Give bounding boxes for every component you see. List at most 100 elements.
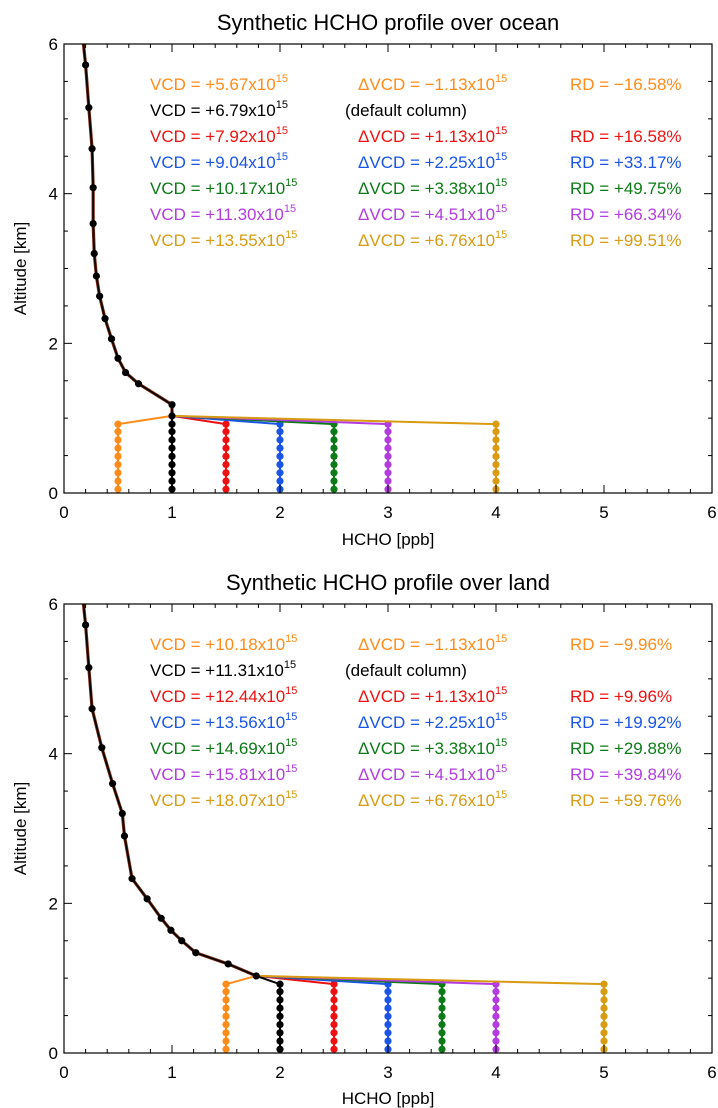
series-6-point-7	[600, 988, 608, 996]
series-3-point-4	[384, 1012, 392, 1020]
series-4-point-2	[438, 1029, 446, 1037]
series-0-link-line	[225, 974, 257, 986]
annotation-vcd-6: VCD = +18.07x1015	[150, 789, 297, 810]
series-5-point-3	[492, 1020, 500, 1029]
series-4-point-5	[330, 444, 338, 452]
annotation-vcd-exponent: 15	[276, 73, 288, 85]
annotation-dvcd-0: ΔVCD = −1.13x1015	[358, 73, 507, 94]
series-1-point-7	[168, 428, 176, 436]
upper-profile-point-11	[167, 926, 175, 934]
series-5-point-6	[492, 996, 500, 1004]
series-1-point-6	[168, 436, 176, 444]
series-5-point-2	[492, 1029, 500, 1037]
x-tick-label: 0	[59, 1063, 68, 1082]
annotation-dvcd-exponent: 15	[495, 737, 507, 749]
upper-profile-point-12	[121, 368, 130, 377]
series-6	[256, 974, 608, 1053]
series-3-point-3	[276, 460, 284, 469]
series-2-point-4	[330, 1012, 338, 1020]
series-2-point-6	[222, 436, 230, 444]
series-6-point-2	[492, 469, 500, 477]
upper-profile-point-13	[192, 949, 200, 957]
x-axis-label: HCHO [ppb]	[342, 1089, 435, 1108]
series-0-point-7	[114, 428, 122, 436]
upper-profile-point-10	[107, 335, 116, 343]
series-1-point-7	[276, 988, 284, 996]
series-2-point-2	[222, 469, 230, 477]
y-tick-label: 2	[49, 894, 58, 913]
series-2-point-3	[330, 1020, 338, 1029]
series-4-point-4	[438, 1012, 446, 1020]
x-axis-label: HCHO [ppb]	[342, 530, 435, 549]
annotation-rd-3: RD = +33.17%	[570, 153, 682, 172]
annotation-dvcd-3: ΔVCD = +2.25x1015	[358, 151, 507, 172]
series-2-point-5	[330, 1004, 338, 1012]
series-5-point-7	[492, 988, 500, 996]
annotation-vcd-text: VCD = +13.56x10	[150, 713, 285, 732]
annotation-rd-3: RD = +19.92%	[570, 713, 682, 732]
annotation-dvcd-text: ΔVCD = +3.38x10	[358, 739, 495, 758]
upper-profile-underlay	[81, 604, 257, 978]
x-tick-label: 3	[383, 503, 392, 522]
series-1-point-1	[276, 1037, 284, 1045]
annotation-dvcd-exponent: 15	[495, 789, 507, 801]
annotation-vcd-text: VCD = +10.18x10	[150, 635, 285, 654]
series-1-point-6	[276, 996, 284, 1004]
series-3-point-2	[384, 1029, 392, 1037]
series-3-point-2	[276, 469, 284, 477]
series-0-point-4	[222, 1012, 230, 1020]
annotation-dvcd-exponent: 15	[495, 229, 507, 241]
series-3-point-5	[384, 1004, 392, 1012]
series-0-point-2	[114, 469, 122, 477]
series-0	[222, 974, 257, 1053]
annotation-dvcd-exponent: 15	[495, 633, 507, 645]
series-2-point-8	[222, 420, 230, 428]
series-4-point-0	[330, 485, 338, 493]
annotation-vcd-text: VCD = +18.07x10	[150, 791, 285, 810]
series-6-link-line	[256, 974, 605, 986]
series-2	[171, 414, 230, 493]
annotation-rd-0: RD = −9.96%	[570, 635, 672, 654]
upper-profile-point-6	[118, 809, 126, 818]
chart-title: Synthetic HCHO profile over land	[226, 570, 550, 595]
series-3	[256, 974, 392, 1053]
annotation-vcd-3: VCD = +9.04x1015	[150, 151, 288, 172]
series-3-point-5	[276, 444, 284, 452]
x-tick-label: 1	[167, 1063, 176, 1082]
annotation-vcd-2: VCD = +7.92x1015	[150, 125, 288, 146]
series-6-point-6	[492, 436, 500, 444]
x-tick-label: 5	[599, 1063, 608, 1082]
series-5-point-6	[384, 436, 392, 444]
annotation-dvcd-1: (default column)	[345, 661, 467, 680]
annotation-rd-6: RD = +59.76%	[570, 791, 682, 810]
series-0-point-4	[114, 452, 122, 460]
annotation-dvcd-2: ΔVCD = +1.13x1015	[358, 125, 507, 146]
series-6-point-3	[600, 1020, 608, 1029]
annotation-dvcd-text: ΔVCD = +4.51x10	[358, 765, 495, 784]
annotation-dvcd-6: ΔVCD = +6.76x1015	[358, 229, 507, 250]
series-1-point-2	[168, 469, 176, 477]
upper-profile-line	[82, 44, 173, 416]
annotation-dvcd-exponent: 15	[495, 203, 507, 215]
series-1-point-5	[276, 1004, 284, 1012]
series-0-point-2	[222, 1029, 230, 1037]
series-1-point-1	[168, 477, 176, 485]
plot-area	[81, 604, 608, 1053]
annotation-vcd-exponent: 15	[276, 125, 288, 137]
series-4-point-5	[438, 1004, 446, 1012]
annotation-vcd-3: VCD = +13.56x1015	[150, 711, 297, 732]
annotation-rd-0: RD = −16.58%	[570, 75, 682, 94]
annotation-vcd-text: VCD = +11.30x10	[150, 205, 284, 224]
series-1-point-8	[276, 980, 284, 988]
x-tick-label: 2	[275, 1063, 284, 1082]
upper-profile-point-2	[85, 104, 93, 112]
annotation-dvcd-text: ΔVCD = +2.25x10	[358, 153, 495, 172]
series-6-point-5	[600, 1004, 608, 1012]
annotation-dvcd-text: ΔVCD = +1.13x10	[358, 687, 495, 706]
y-tick-label: 4	[49, 745, 58, 764]
series-2-point-2	[330, 1029, 338, 1037]
series-6-point-1	[600, 1037, 608, 1045]
series-5	[256, 974, 500, 1053]
upper-profile-point-12	[178, 937, 186, 945]
